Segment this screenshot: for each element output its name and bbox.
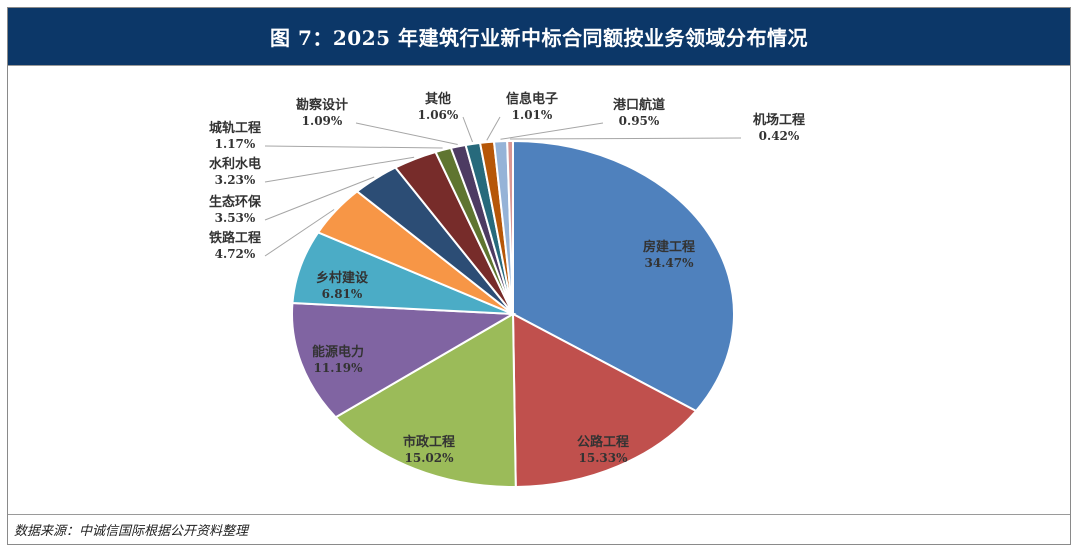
- slice-value-6: 4.72%: [215, 247, 256, 261]
- chart-title: 图 7：2025 年建筑行业新中标合同额按业务领域分布情况: [8, 8, 1070, 65]
- leader-line-7: [264, 176, 375, 221]
- slice-label-1: 房建工程: [643, 239, 695, 255]
- leader-line-11: [462, 116, 473, 143]
- pie-slice-14: [506, 139, 514, 315]
- slice-value-5: 6.81%: [322, 287, 363, 301]
- slice-label-11: 其他: [425, 91, 451, 107]
- slice-label-13: 港口航道: [613, 97, 665, 113]
- pie-slice-1: [512, 139, 735, 413]
- leader-line-14: [510, 137, 742, 140]
- slice-value-4: 11.19%: [314, 361, 364, 375]
- slice-value-2: 15.33%: [579, 451, 629, 465]
- leader-line-9: [264, 145, 443, 149]
- slice-label-5: 乡村建设: [316, 270, 369, 286]
- slice-value-7: 3.53%: [215, 211, 256, 225]
- slice-label-14: 机场工程: [753, 112, 805, 128]
- slice-value-8: 3.23%: [215, 173, 256, 187]
- slice-value-10: 1.09%: [302, 114, 343, 128]
- slice-value-3: 15.02%: [405, 451, 455, 465]
- slice-value-11: 1.06%: [418, 108, 459, 122]
- slice-value-13: 0.95%: [619, 114, 660, 128]
- leader-line-12: [486, 116, 501, 141]
- source-note: 数据来源：中诚信国际根据公开资料整理: [14, 524, 249, 539]
- slice-label-8: 水利水电: [209, 156, 261, 172]
- slice-value-1: 34.47%: [645, 256, 695, 270]
- slice-label-10: 勘察设计: [296, 97, 348, 113]
- leader-line-13: [500, 122, 604, 140]
- slice-label-12: 信息电子: [506, 91, 558, 107]
- slice-label-4: 能源电力: [312, 344, 364, 360]
- slice-label-2: 公路工程: [577, 434, 629, 450]
- leader-line-8: [264, 156, 415, 183]
- slice-value-9: 1.17%: [215, 137, 256, 151]
- pie-slice-4: [291, 301, 517, 419]
- leader-line-6: [264, 209, 335, 257]
- slice-label-9: 城轨工程: [209, 120, 261, 136]
- slice-label-3: 市政工程: [403, 434, 455, 450]
- chart-area: 房建工程 34.47% 公路工程 15.33% 市政工程 15.02% 能源电力 11.19%…: [8, 65, 1070, 515]
- slice-label-7: 生态环保: [209, 194, 262, 210]
- pie-slice-3: [334, 312, 517, 488]
- pie-slice-2: [511, 312, 698, 489]
- leader-line-10: [355, 122, 458, 145]
- slice-label-6: 铁路工程: [208, 230, 261, 246]
- slice-value-12: 1.01%: [512, 108, 553, 122]
- slice-value-14: 0.42%: [759, 129, 800, 143]
- figure-frame: 图 7：2025 年建筑行业新中标合同额按业务领域分布情况 房建工程 34.47%…: [7, 7, 1071, 545]
